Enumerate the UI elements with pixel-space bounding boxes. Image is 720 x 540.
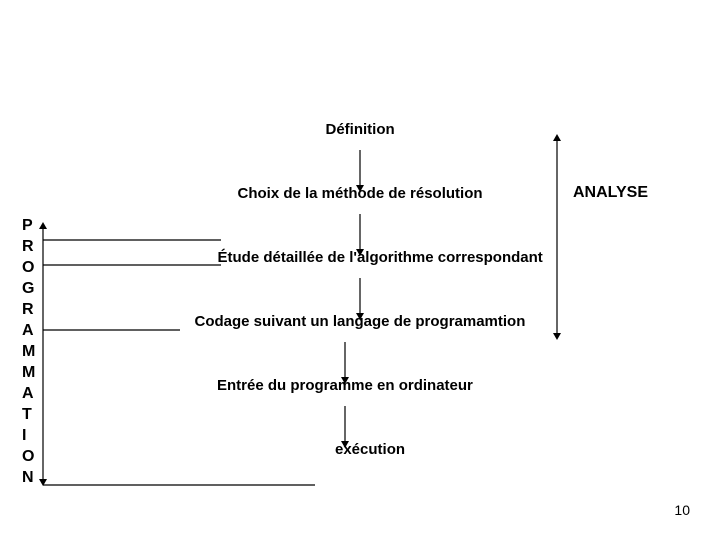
programmation-letter: R xyxy=(22,302,35,323)
programmation-letter: T xyxy=(22,407,35,428)
programmation-letter: N xyxy=(22,470,35,491)
programmation-vertical-label: PROGRAMMATION xyxy=(22,218,35,491)
step-etude: Étude détaillée de l'algorithme correspo… xyxy=(218,249,543,266)
step-execution: exécution xyxy=(335,441,405,458)
programmation-letter: M xyxy=(22,365,35,386)
page-number: 10 xyxy=(674,502,690,518)
programmation-letter: A xyxy=(22,386,35,407)
arrows-overlay xyxy=(0,0,720,540)
step-choix: Choix de la méthode de résolution xyxy=(238,185,483,202)
step-definition: Définition xyxy=(326,121,395,138)
programmation-letter: O xyxy=(22,260,35,281)
analyse-label: ANALYSE xyxy=(573,184,648,202)
programmation-letter: O xyxy=(22,449,35,470)
programmation-letter: P xyxy=(22,218,35,239)
programmation-letter: R xyxy=(22,239,35,260)
step-codage: Codage suivant un langage de programamti… xyxy=(195,313,526,330)
programmation-letter: M xyxy=(22,344,35,365)
programmation-letter: A xyxy=(22,323,35,344)
programmation-letter: I xyxy=(22,428,35,449)
diagram-stage: PROGRAMMATION ANALYSE 10 DéfinitionChoix… xyxy=(0,0,720,540)
programmation-letter: G xyxy=(22,281,35,302)
step-entree: Entrée du programme en ordinateur xyxy=(217,377,473,394)
